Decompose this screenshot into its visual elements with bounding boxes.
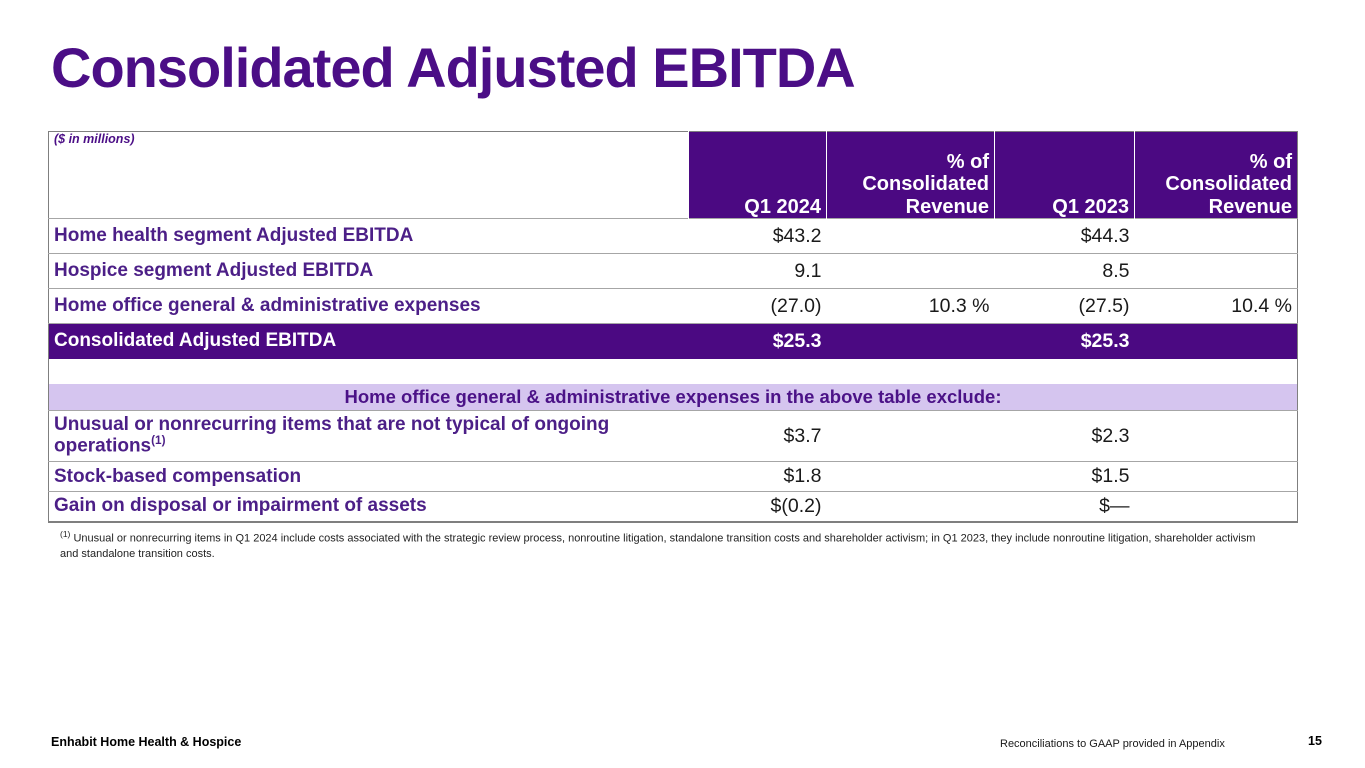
cell-q1-2024: (27.0) xyxy=(688,288,827,324)
cell-pct-2024 xyxy=(826,323,995,359)
cell-q1-2024: $3.7 xyxy=(688,410,827,462)
col-header-pct-2024: % of Consolidated Revenue xyxy=(826,131,995,219)
cell-pct-2024 xyxy=(826,461,995,492)
financial-table: ($ in millions) Q1 2024 % of Consolidate… xyxy=(48,131,1298,523)
row-label-text: Unusual or nonrecurring items that are n… xyxy=(54,413,610,457)
cell-pct-2024 xyxy=(826,410,995,462)
cell-pct-2023 xyxy=(1134,491,1298,522)
cell-q1-2024: 9.1 xyxy=(688,253,827,289)
exclusions-header-row: Home office general & administrative exp… xyxy=(48,383,1298,411)
cell-pct-2023: 10.4 % xyxy=(1134,288,1298,324)
row-label: Home health segment Adjusted EBITDA xyxy=(48,218,689,254)
cell-q1-2024: $1.8 xyxy=(688,461,827,492)
footnote-marker: (1) xyxy=(60,529,71,539)
page-title: Consolidated Adjusted EBITDA xyxy=(51,36,856,99)
cell-pct-2024 xyxy=(826,491,995,522)
row-label: Unusual or nonrecurring items that are n… xyxy=(48,410,689,462)
footer-company-name: Enhabit Home Health & Hospice xyxy=(51,735,242,749)
footnote: (1) Unusual or nonrecurring items in Q1 … xyxy=(60,529,1265,562)
table-header-row: ($ in millions) Q1 2024 % of Consolidate… xyxy=(48,131,1298,219)
cell-q1-2023: $2.3 xyxy=(994,410,1135,462)
row-label: Gain on disposal or impairment of assets xyxy=(48,491,689,522)
cell-q1-2024: $(0.2) xyxy=(688,491,827,522)
cell-pct-2024 xyxy=(826,253,995,289)
row-label: Hospice segment Adjusted EBITDA xyxy=(48,253,689,289)
col-header-q1-2024: Q1 2024 xyxy=(688,131,827,219)
cell-q1-2023: 8.5 xyxy=(994,253,1135,289)
table-row-gain-on-disposal: Gain on disposal or impairment of assets… xyxy=(48,491,1298,522)
cell-pct-2023 xyxy=(1134,253,1298,289)
spacer-row xyxy=(49,359,1298,384)
table-row-unusual-items: Unusual or nonrecurring items that are n… xyxy=(48,410,1298,462)
footnote-marker: (1) xyxy=(151,434,166,448)
cell-pct-2023 xyxy=(1134,410,1298,462)
cell-pct-2024: 10.3 % xyxy=(826,288,995,324)
footnote-text: Unusual or nonrecurring items in Q1 2024… xyxy=(60,532,1256,561)
cell-pct-2023 xyxy=(1134,461,1298,492)
table-row-home-office-ga: Home office general & administrative exp… xyxy=(48,288,1298,324)
table-row-hospice: Hospice segment Adjusted EBITDA 9.1 8.5 xyxy=(48,253,1298,289)
cell-pct-2023 xyxy=(1134,323,1298,359)
cell-q1-2023: $44.3 xyxy=(994,218,1135,254)
table-row-consolidated-total: Consolidated Adjusted EBITDA $25.3 $25.3 xyxy=(48,323,1298,359)
spacer-cell xyxy=(49,359,1298,384)
cell-q1-2024: $25.3 xyxy=(688,323,827,359)
table-row-home-health: Home health segment Adjusted EBITDA $43.… xyxy=(48,218,1298,254)
cell-q1-2023: $— xyxy=(994,491,1135,522)
row-label: Consolidated Adjusted EBITDA xyxy=(48,323,689,359)
row-label: Home office general & administrative exp… xyxy=(48,288,689,324)
row-label: Stock-based compensation xyxy=(48,461,689,492)
col-header-pct-2023: % of Consolidated Revenue xyxy=(1134,131,1298,219)
units-label: ($ in millions) xyxy=(48,131,689,219)
page-number: 15 xyxy=(1308,734,1322,748)
cell-q1-2023: $25.3 xyxy=(994,323,1135,359)
cell-q1-2023: $1.5 xyxy=(994,461,1135,492)
cell-q1-2023: (27.5) xyxy=(994,288,1135,324)
footer-gaap-note: Reconciliations to GAAP provided in Appe… xyxy=(1000,738,1225,750)
cell-q1-2024: $43.2 xyxy=(688,218,827,254)
cell-pct-2023 xyxy=(1134,218,1298,254)
cell-pct-2024 xyxy=(826,218,995,254)
col-header-q1-2023: Q1 2023 xyxy=(994,131,1135,219)
exclusions-header-label: Home office general & administrative exp… xyxy=(48,383,1298,411)
table-row-stock-compensation: Stock-based compensation $1.8 $1.5 xyxy=(48,461,1298,492)
